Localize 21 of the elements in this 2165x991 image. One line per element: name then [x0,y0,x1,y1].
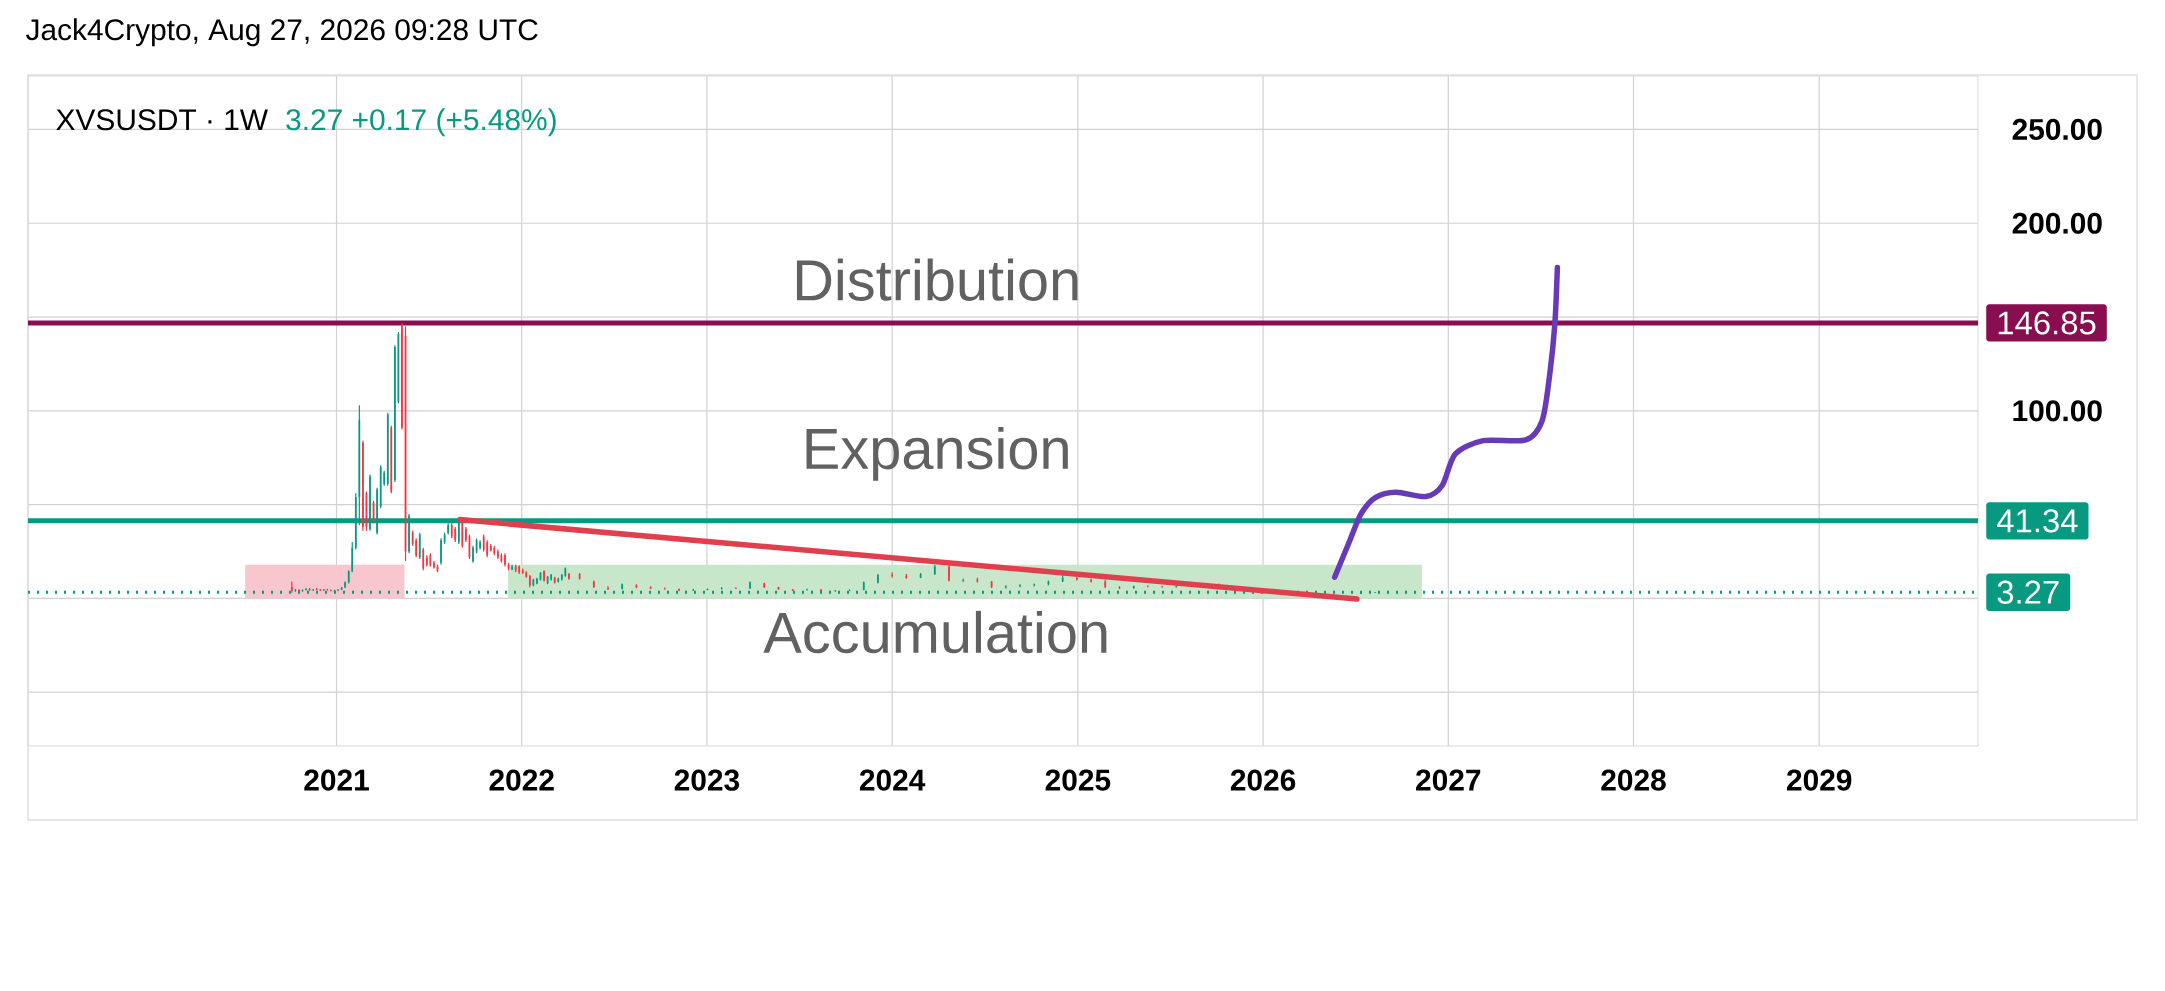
x-tick-label: 2028 [1601,769,1666,791]
x-tick-label: 2021 [304,769,369,791]
ref-line-label: 41.34 [1996,509,2078,533]
annotation: Distribution [796,258,1078,301]
x-tick-label: 2022 [489,769,554,791]
x-tick-label: 2027 [1416,769,1481,791]
x-tick-label: 2029 [1787,769,1852,791]
text: 3.27 +0.17 (+5.48%) [286,108,556,137]
x-tick-label: 2025 [1045,769,1111,791]
x-tick-label: 2026 [1230,769,1296,791]
x-tick-label: 2023 [674,769,740,791]
x-tick-label: 2024 [859,769,926,791]
annotation: Accumulation [763,610,1107,654]
y-tick-label: 250.00 [2012,118,2102,141]
ref-line-label: 146.85 [1998,311,2096,335]
y-tick-label: 200.00 [2012,212,2102,234]
text: Jack4Crypto, Aug 27, 2026 09:28 UTC [25,18,538,47]
text: XVSUSDT · 1W [56,109,268,131]
y-tick-label: 100.00 [2013,400,2102,422]
annotation: Expansion [806,426,1068,481]
ref-line-label: 3.27 [1997,580,2059,604]
